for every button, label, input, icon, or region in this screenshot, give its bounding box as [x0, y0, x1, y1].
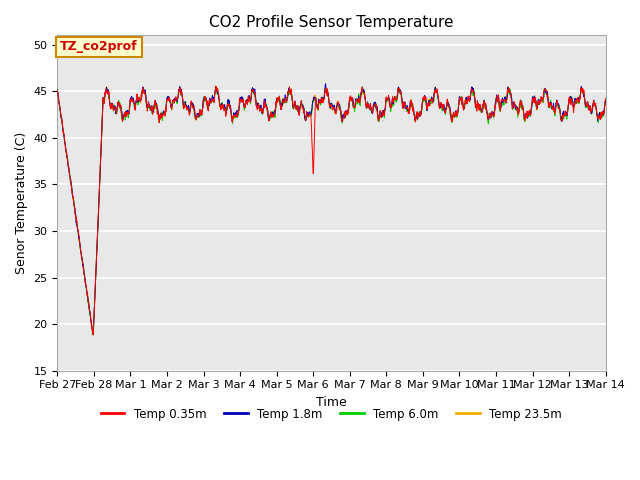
X-axis label: Time: Time [316, 396, 347, 409]
Legend: Temp 0.35m, Temp 1.8m, Temp 6.0m, Temp 23.5m: Temp 0.35m, Temp 1.8m, Temp 6.0m, Temp 2… [96, 403, 567, 425]
Y-axis label: Senor Temperature (C): Senor Temperature (C) [15, 132, 28, 274]
Text: TZ_co2prof: TZ_co2prof [60, 40, 138, 53]
Title: CO2 Profile Sensor Temperature: CO2 Profile Sensor Temperature [209, 15, 454, 30]
